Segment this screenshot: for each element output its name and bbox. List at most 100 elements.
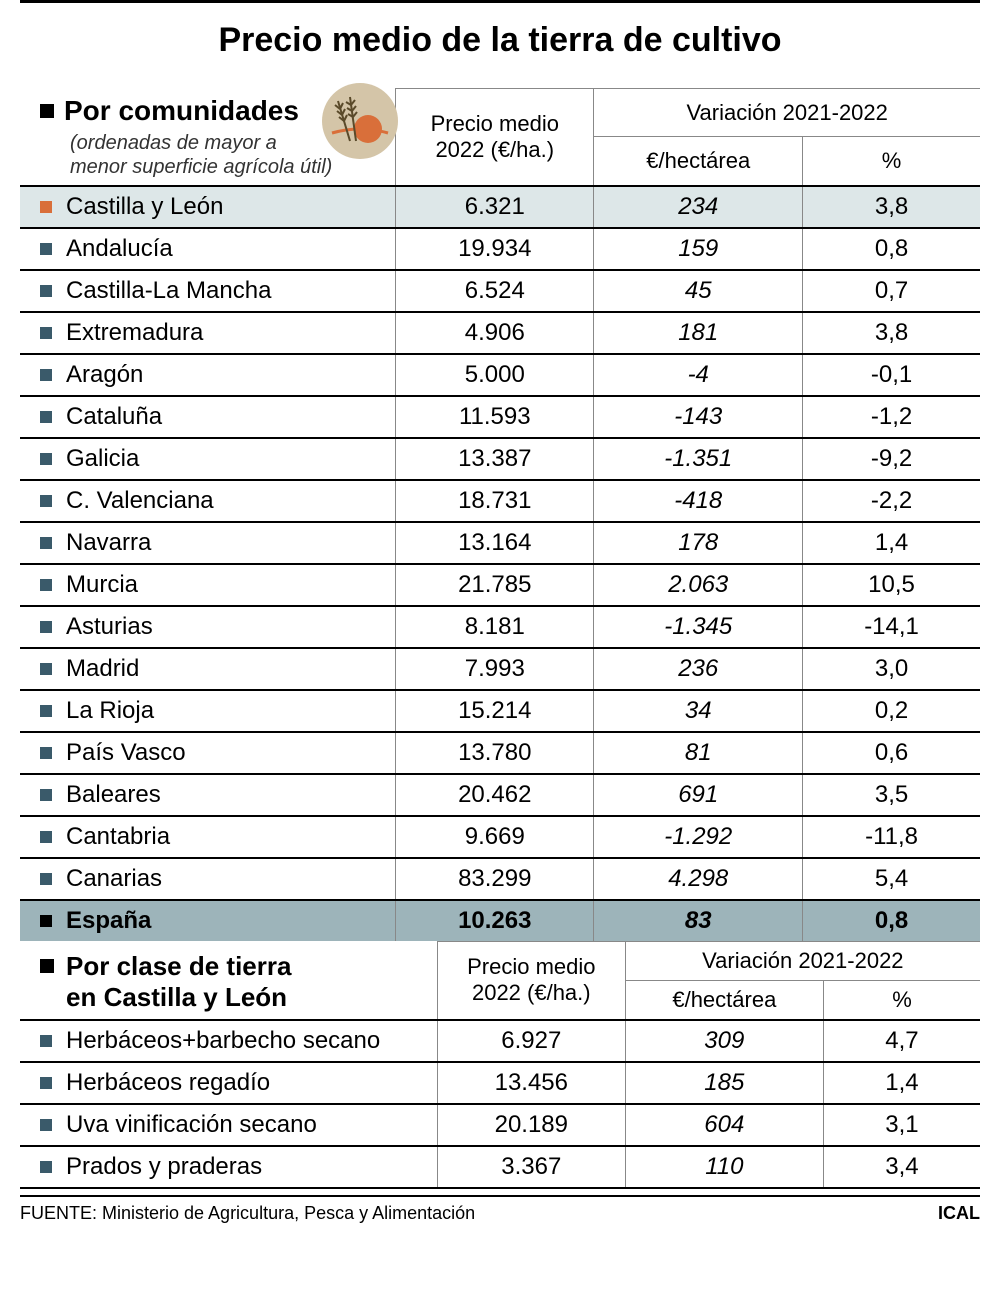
table-row: C. Valenciana18.731-418-2,2 bbox=[20, 480, 980, 522]
row-precio: 13.780 bbox=[396, 732, 594, 774]
bullet-icon bbox=[40, 915, 52, 927]
row-var-pct: -14,1 bbox=[803, 606, 980, 648]
row-precio: 13.387 bbox=[396, 438, 594, 480]
table-row: Uva vinificación secano20.1896043,1 bbox=[20, 1104, 980, 1146]
section2-heading-line1: Por clase de tierra bbox=[66, 951, 291, 982]
row-precio: 10.263 bbox=[396, 900, 594, 941]
table-row: Asturias8.181-1.345-14,1 bbox=[20, 606, 980, 648]
row-var-eur: 309 bbox=[625, 1020, 823, 1062]
bullet-icon bbox=[40, 201, 52, 213]
table-row: Castilla y León6.3212343,8 bbox=[20, 186, 980, 228]
row-name: Navarra bbox=[20, 522, 396, 564]
row-name: Baleares bbox=[20, 774, 396, 816]
bullet-icon bbox=[40, 327, 52, 339]
row-name: Aragón bbox=[20, 354, 396, 396]
row-var-pct: 3,1 bbox=[823, 1104, 980, 1146]
row-precio: 6.927 bbox=[437, 1020, 625, 1062]
row-name: Andalucía bbox=[20, 228, 396, 270]
bullet-icon bbox=[40, 873, 52, 885]
section1-header-cell: Por comunidades (ordenadas de mayor a me… bbox=[20, 89, 396, 186]
row-precio: 7.993 bbox=[396, 648, 594, 690]
row-var-eur: 185 bbox=[625, 1062, 823, 1104]
row-precio: 13.164 bbox=[396, 522, 594, 564]
row-var-pct: 3,5 bbox=[803, 774, 980, 816]
bullet-icon bbox=[40, 369, 52, 381]
row-name: Madrid bbox=[20, 648, 396, 690]
row-name: País Vasco bbox=[20, 732, 396, 774]
row-name: C. Valenciana bbox=[20, 480, 396, 522]
bullet-icon bbox=[40, 747, 52, 759]
table-row: España10.263830,8 bbox=[20, 900, 980, 941]
table-row: Herbáceos regadío13.4561851,4 bbox=[20, 1062, 980, 1104]
row-precio: 6.524 bbox=[396, 270, 594, 312]
table-row: La Rioja15.214340,2 bbox=[20, 690, 980, 732]
table-row: Cantabria9.669-1.292-11,8 bbox=[20, 816, 980, 858]
row-name: Castilla-La Mancha bbox=[20, 270, 396, 312]
row-var-pct: -11,8 bbox=[803, 816, 980, 858]
row-var-eur: 2.063 bbox=[594, 564, 803, 606]
row-var-pct: -2,2 bbox=[803, 480, 980, 522]
table-row: Navarra13.1641781,4 bbox=[20, 522, 980, 564]
bullet-icon bbox=[40, 621, 52, 633]
table-row: Baleares20.4626913,5 bbox=[20, 774, 980, 816]
bullet-icon bbox=[40, 1161, 52, 1173]
row-var-eur: 81 bbox=[594, 732, 803, 774]
bullet-icon bbox=[40, 411, 52, 423]
row-var-eur: 604 bbox=[625, 1104, 823, 1146]
row-var-eur: 178 bbox=[594, 522, 803, 564]
row-name: Cataluña bbox=[20, 396, 396, 438]
row-var-eur: 181 bbox=[594, 312, 803, 354]
row-name: Herbáceos+barbecho secano bbox=[20, 1020, 437, 1062]
row-precio: 9.669 bbox=[396, 816, 594, 858]
bullet-icon bbox=[40, 705, 52, 717]
bullet-icon bbox=[40, 663, 52, 675]
row-name: Extremadura bbox=[20, 312, 396, 354]
col-precio-header: Precio medio 2022 (€/ha.) bbox=[396, 89, 594, 186]
footer: FUENTE: Ministerio de Agricultura, Pesca… bbox=[20, 1195, 980, 1224]
row-precio: 8.181 bbox=[396, 606, 594, 648]
table-row: Castilla-La Mancha6.524450,7 bbox=[20, 270, 980, 312]
col-variation-header2: Variación 2021-2022 bbox=[625, 941, 980, 980]
row-var-pct: 0,6 bbox=[803, 732, 980, 774]
section1-heading-text: Por comunidades bbox=[64, 95, 299, 127]
row-var-pct: 0,8 bbox=[803, 228, 980, 270]
main-title: Precio medio de la tierra de cultivo bbox=[0, 3, 1000, 88]
table-row: Aragón5.000-4-0,1 bbox=[20, 354, 980, 396]
row-name: Herbáceos regadío bbox=[20, 1062, 437, 1104]
row-name: Murcia bbox=[20, 564, 396, 606]
row-var-pct: 0,8 bbox=[803, 900, 980, 941]
row-var-pct: 5,4 bbox=[803, 858, 980, 900]
row-var-pct: 1,4 bbox=[803, 522, 980, 564]
bullet-icon bbox=[40, 537, 52, 549]
table-row: Galicia13.387-1.351-9,2 bbox=[20, 438, 980, 480]
row-precio: 18.731 bbox=[396, 480, 594, 522]
row-precio: 5.000 bbox=[396, 354, 594, 396]
row-var-pct: -1,2 bbox=[803, 396, 980, 438]
row-var-eur: 236 bbox=[594, 648, 803, 690]
wheat-sun-icon bbox=[320, 81, 400, 161]
row-precio: 20.189 bbox=[437, 1104, 625, 1146]
section2-heading-line2: en Castilla y León bbox=[40, 982, 427, 1013]
source-text: FUENTE: Ministerio de Agricultura, Pesca… bbox=[20, 1203, 475, 1224]
table-row: País Vasco13.780810,6 bbox=[20, 732, 980, 774]
row-var-eur: 83 bbox=[594, 900, 803, 941]
bullet-icon bbox=[40, 285, 52, 297]
infographic-container: Precio medio de la tierra de cultivo Por… bbox=[0, 0, 1000, 1224]
row-var-pct: -9,2 bbox=[803, 438, 980, 480]
row-precio: 21.785 bbox=[396, 564, 594, 606]
row-var-eur: -1.351 bbox=[594, 438, 803, 480]
row-name: Uva vinificación secano bbox=[20, 1104, 437, 1146]
row-var-pct: 1,4 bbox=[823, 1062, 980, 1104]
bullet-icon bbox=[40, 1119, 52, 1131]
row-precio: 6.321 bbox=[396, 186, 594, 228]
row-var-eur: 45 bbox=[594, 270, 803, 312]
bullet-icon bbox=[40, 579, 52, 591]
row-var-pct: 0,2 bbox=[803, 690, 980, 732]
row-var-pct: 10,5 bbox=[803, 564, 980, 606]
row-var-eur: -418 bbox=[594, 480, 803, 522]
row-var-pct: 3,0 bbox=[803, 648, 980, 690]
row-precio: 4.906 bbox=[396, 312, 594, 354]
section2-title: Por clase de tierra bbox=[40, 951, 427, 982]
row-var-eur: 234 bbox=[594, 186, 803, 228]
row-var-eur: 34 bbox=[594, 690, 803, 732]
